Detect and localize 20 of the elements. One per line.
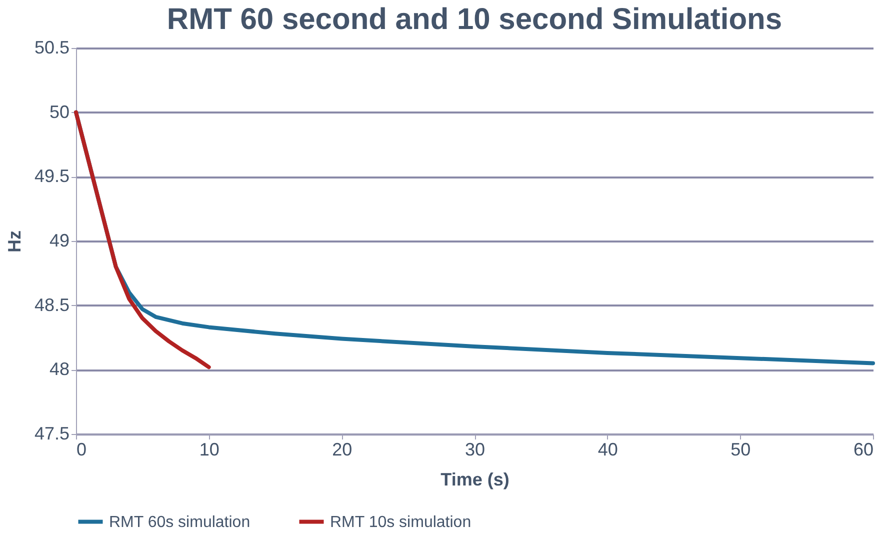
x-tick-label: 20: [332, 440, 352, 460]
line-series: [74, 110, 211, 370]
y-axis-title: Hz: [4, 230, 24, 252]
y-tick-label: 48.5: [34, 294, 70, 315]
legend-label: RMT 10s simulation: [330, 514, 472, 531]
x-tick-label: 30: [464, 440, 486, 460]
x-tick-label: 60: [853, 440, 874, 460]
legend-label: RMT 60s simulation: [109, 514, 250, 531]
x-tick-label: 40: [598, 440, 618, 460]
y-tick-label: 48: [49, 359, 70, 380]
y-tick-label: 50.5: [34, 38, 70, 58]
x-tick-label: 0: [76, 440, 87, 460]
y-tick-label: 47.5: [34, 424, 70, 444]
y-tick-label: 49.5: [34, 166, 70, 186]
chart-title: RMT 60 second and 10 second Simulations: [166, 3, 782, 36]
x-tick-label: 50: [730, 440, 751, 460]
y-tick-label: 50: [49, 102, 70, 122]
y-tick-label: 49: [49, 230, 70, 250]
x-axis-title: Time (s): [440, 470, 510, 490]
x-tick-label: 10: [199, 440, 220, 460]
